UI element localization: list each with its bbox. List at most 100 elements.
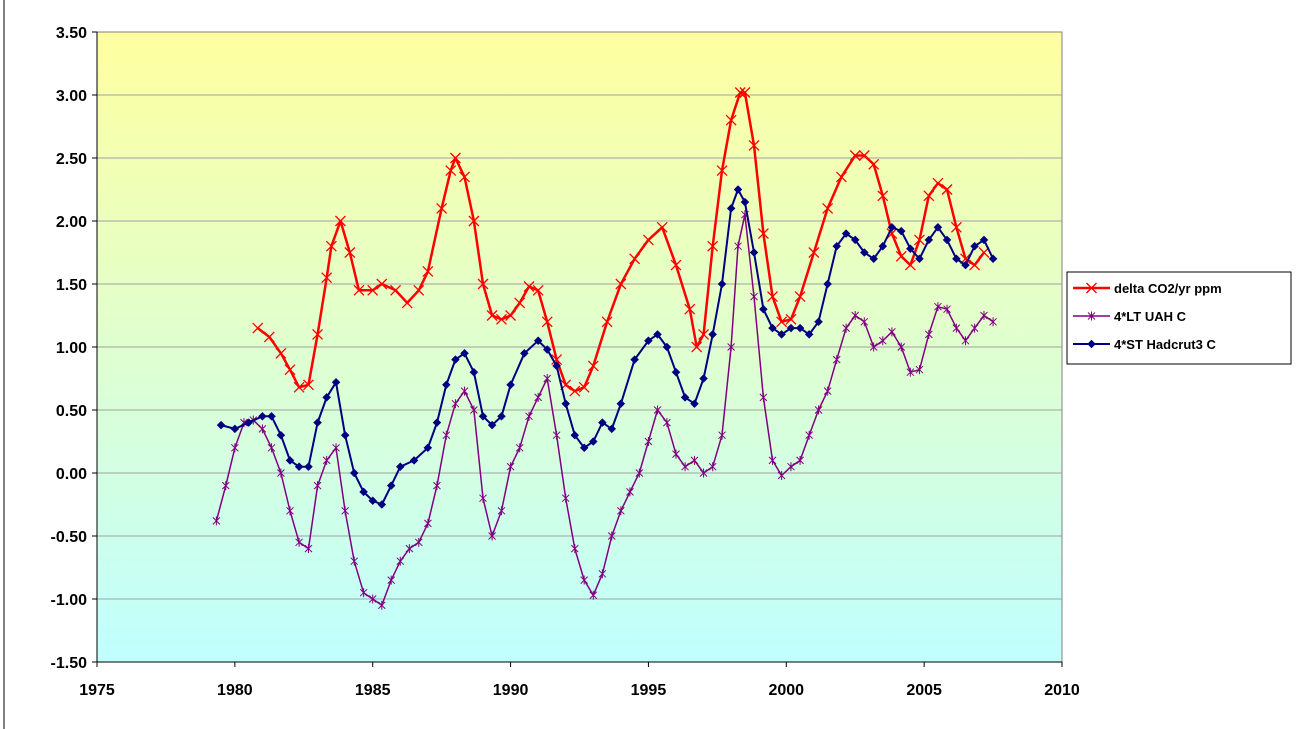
data-point bbox=[896, 226, 906, 236]
data-point bbox=[886, 228, 898, 240]
data-point bbox=[626, 487, 634, 497]
data-point bbox=[832, 241, 842, 251]
x-tick-label: 1980 bbox=[217, 682, 253, 699]
data-point bbox=[395, 462, 405, 472]
data-point bbox=[961, 336, 970, 346]
data-point bbox=[734, 87, 746, 98]
y-tick-label: 0.50 bbox=[56, 403, 87, 420]
data-point bbox=[823, 386, 832, 396]
data-point bbox=[904, 259, 916, 271]
data-point bbox=[441, 380, 451, 390]
data-point bbox=[850, 235, 860, 245]
data-point bbox=[759, 392, 768, 402]
data-point bbox=[906, 367, 915, 377]
data-point bbox=[570, 430, 580, 440]
data-point bbox=[924, 235, 934, 245]
x-tick-label: 2005 bbox=[906, 682, 942, 699]
data-point bbox=[895, 250, 907, 262]
legend-label: delta CO2/yr ppm bbox=[1114, 281, 1222, 296]
legend-entry: 4*LT UAH C bbox=[1073, 309, 1187, 324]
data-point bbox=[653, 330, 662, 339]
x-tick-label: 1985 bbox=[355, 682, 391, 699]
data-point bbox=[653, 405, 662, 415]
data-point bbox=[787, 462, 795, 472]
data-point bbox=[551, 354, 563, 366]
legend-marker bbox=[1087, 339, 1096, 349]
data-point bbox=[561, 399, 571, 409]
data-point bbox=[569, 385, 581, 397]
data-point bbox=[598, 569, 607, 579]
data-point bbox=[823, 279, 832, 289]
data-point bbox=[313, 418, 322, 427]
data-point bbox=[515, 443, 524, 453]
data-point bbox=[656, 221, 668, 233]
data-point bbox=[814, 317, 823, 327]
data-point bbox=[276, 430, 286, 440]
data-point bbox=[988, 254, 998, 264]
data-point bbox=[690, 399, 699, 409]
data-point bbox=[888, 327, 896, 337]
data-point bbox=[978, 247, 990, 258]
data-point bbox=[424, 518, 432, 528]
data-point bbox=[607, 424, 617, 434]
data-point bbox=[952, 254, 961, 264]
data-point bbox=[708, 462, 717, 472]
data-point bbox=[451, 399, 460, 409]
legend-label: 4*ST Hadcrut3 C bbox=[1114, 337, 1216, 352]
data-point bbox=[332, 443, 340, 453]
data-point bbox=[915, 254, 924, 264]
data-point bbox=[543, 374, 552, 383]
data-point bbox=[460, 386, 469, 396]
data-point bbox=[932, 177, 944, 189]
data-point bbox=[842, 323, 850, 333]
data-point bbox=[725, 114, 737, 126]
data-point bbox=[231, 443, 239, 453]
data-point bbox=[230, 424, 240, 434]
data-point bbox=[578, 381, 590, 393]
data-point bbox=[405, 544, 414, 554]
data-point bbox=[961, 260, 970, 270]
data-point bbox=[561, 493, 570, 503]
data-point bbox=[980, 311, 988, 320]
data-point bbox=[923, 190, 935, 202]
data-point bbox=[601, 316, 613, 328]
data-point bbox=[334, 215, 346, 227]
data-point bbox=[422, 265, 434, 277]
data-point bbox=[776, 316, 788, 328]
data-point bbox=[707, 240, 719, 252]
data-point bbox=[934, 302, 942, 312]
data-point bbox=[690, 455, 699, 465]
data-point bbox=[514, 297, 526, 309]
data-point bbox=[580, 575, 589, 585]
data-point bbox=[432, 418, 442, 427]
data-point bbox=[386, 481, 396, 490]
series-3 bbox=[216, 185, 998, 509]
y-tick-label: 1.00 bbox=[56, 340, 87, 357]
y-tick-label: -1.00 bbox=[51, 592, 88, 609]
data-point bbox=[520, 348, 529, 358]
x-tick-label: 2000 bbox=[768, 682, 804, 699]
y-tick-label: 0.00 bbox=[56, 466, 87, 483]
data-point bbox=[451, 355, 460, 364]
data-point bbox=[390, 284, 402, 296]
data-point bbox=[275, 347, 287, 359]
data-point bbox=[841, 229, 851, 238]
data-point bbox=[616, 399, 626, 409]
data-point bbox=[759, 304, 768, 314]
data-point bbox=[322, 393, 332, 402]
data-point bbox=[523, 281, 535, 292]
data-point bbox=[630, 355, 639, 364]
data-point bbox=[662, 342, 672, 352]
data-point bbox=[377, 600, 386, 610]
y-axis-ticks: 3.50 3.00 2.50 2.00 1.50 1.00 0.50 0.00 -0.50 -1.… bbox=[51, 25, 98, 672]
data-point bbox=[671, 367, 681, 377]
data-point bbox=[739, 87, 751, 98]
data-point bbox=[607, 531, 616, 541]
data-point bbox=[525, 411, 533, 421]
data-point bbox=[822, 202, 834, 214]
data-point bbox=[449, 152, 461, 164]
data-point bbox=[859, 248, 869, 257]
data-point bbox=[303, 379, 314, 391]
data-point bbox=[470, 405, 478, 415]
y-tick-label: 1.50 bbox=[56, 277, 87, 294]
